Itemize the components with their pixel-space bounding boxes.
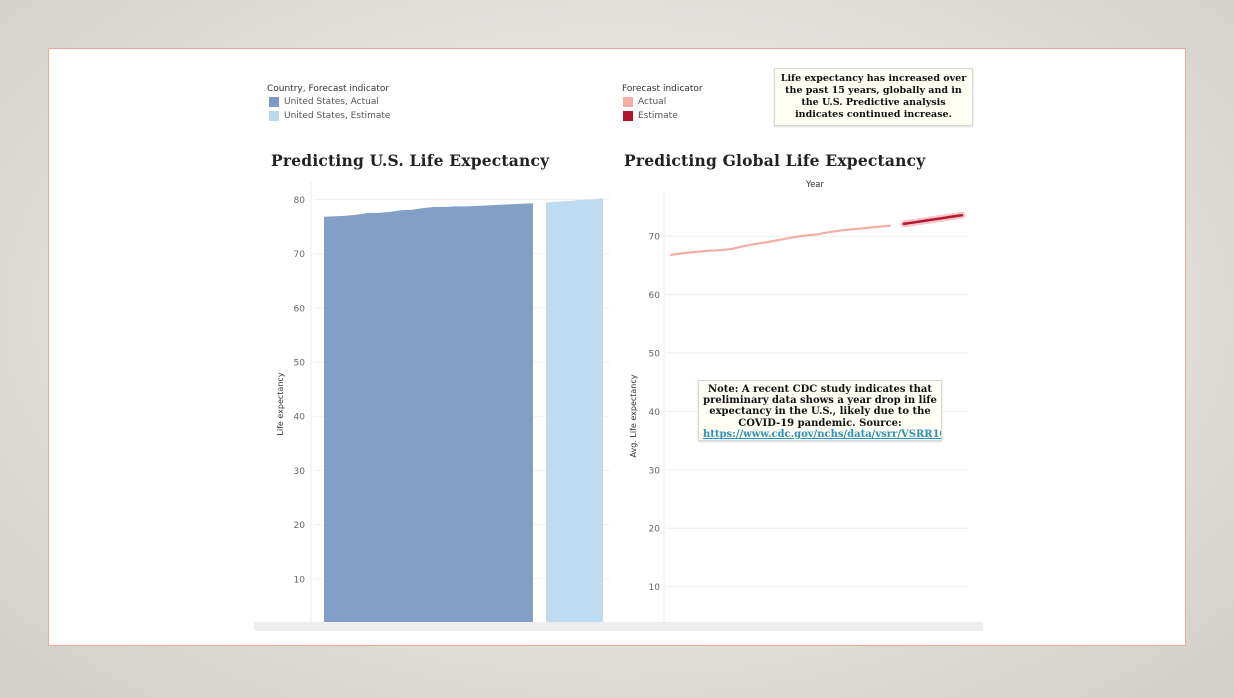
top-annotation: Life expectancy has increased over the p… (774, 68, 973, 126)
legend-swatch (623, 111, 633, 121)
global-y-tick-label: 10 (649, 583, 661, 593)
us-y-tick-label: 80 (294, 196, 306, 206)
us-y-tick-label: 30 (294, 467, 306, 477)
legend-label: United States, Estimate (284, 111, 391, 121)
us-y-axis-label: Life expectancy (276, 372, 285, 435)
global-actual-line[interactable] (669, 224, 892, 256)
us-estimate-area[interactable] (546, 198, 603, 623)
legend-swatch (623, 97, 633, 107)
cdc-source-link[interactable]: https://www.cdc.gov/nchs/data/vsrr/VSRR1… (703, 428, 942, 440)
legend-label: Estimate (638, 111, 678, 121)
global-y-axis-label: Avg. Life expectancy (629, 374, 638, 457)
covid-annotation: Note: A recent CDC study indicates that … (698, 380, 942, 441)
global-y-tick-label: 60 (649, 291, 661, 301)
us-y-tick-label: 10 (294, 575, 306, 585)
global-y-tick-label: 30 (649, 466, 661, 476)
global-chart: 10 20 30 40 50 60 70 (649, 211, 968, 593)
legend-swatch (269, 97, 279, 107)
global-y-tick-label: 20 (649, 525, 661, 535)
us-y-tick-label: 20 (294, 521, 306, 531)
us-chart: 10 20 30 40 50 60 70 80 (294, 196, 610, 623)
legend-right-title: Forecast indicator (622, 84, 703, 94)
global-chart-title: Predicting Global Life Expectancy (624, 151, 926, 170)
us-y-tick-label: 50 (294, 359, 306, 369)
us-actual-area[interactable] (324, 203, 533, 622)
global-estimate-line[interactable] (902, 213, 964, 226)
global-x-axis-label: Year (805, 180, 825, 190)
us-chart-title: Predicting U.S. Life Expectancy (271, 151, 550, 170)
legend-swatch (269, 111, 279, 121)
us-y-tick-label: 70 (294, 250, 306, 260)
legend-label: Actual (638, 97, 667, 107)
legend-left-title: Country, Forecast indicator (267, 84, 390, 94)
scroll-track[interactable] (254, 622, 983, 631)
global-y-tick-label: 40 (649, 408, 661, 418)
legend-right-item-estimate[interactable]: Estimate (623, 111, 678, 121)
global-y-tick-label: 50 (649, 350, 661, 360)
global-y-tick-label: 70 (649, 233, 661, 243)
legend-left-item-actual[interactable]: United States, Actual (269, 97, 379, 107)
legend-left-item-estimate[interactable]: United States, Estimate (269, 111, 390, 121)
covid-annotation-text: Note: A recent CDC study indicates that … (703, 384, 937, 429)
us-y-tick-label: 40 (294, 413, 306, 423)
legend-right-item-actual[interactable]: Actual (623, 97, 666, 107)
us-y-tick-label: 60 (294, 304, 306, 314)
legend-label: United States, Actual (284, 97, 379, 107)
slide-frame (48, 48, 1186, 646)
